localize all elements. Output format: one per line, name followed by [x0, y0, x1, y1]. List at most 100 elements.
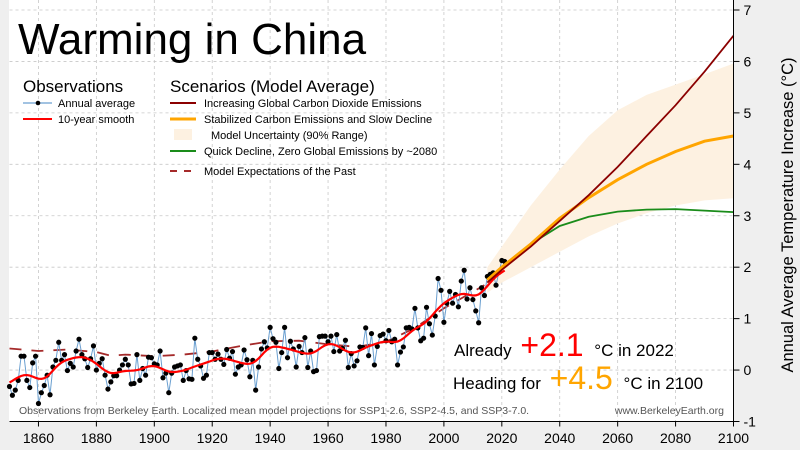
- heading-suffix: °C in 2100: [624, 374, 704, 393]
- y-axis-label: Annual Average Temperature Increase (°C): [779, 57, 797, 372]
- annual-point: [366, 353, 372, 359]
- increasing-line: [486, 35, 735, 284]
- footer-url[interactable]: www.BerkeleyEarth.org: [614, 405, 724, 417]
- annual-point: [247, 374, 253, 380]
- x-tick-label: 2000: [428, 430, 459, 446]
- annual-point: [464, 296, 470, 302]
- axes: 1860 1880 1900 1920 1940 1960 1980 2000 2020 2040…: [9, 0, 756, 446]
- annual-point: [105, 386, 111, 392]
- annual-point: [24, 377, 30, 383]
- annual-point: [421, 335, 427, 341]
- annual-point: [429, 332, 435, 338]
- annual-point: [447, 288, 453, 294]
- annual-point: [122, 356, 128, 362]
- annual-point: [241, 347, 247, 353]
- annual-point: [224, 346, 230, 353]
- annual-point: [493, 282, 499, 288]
- x-tick-label: 2080: [660, 430, 691, 446]
- chart-title: Warming in China: [18, 15, 367, 64]
- annual-point: [47, 392, 53, 398]
- annual-point: [394, 362, 401, 368]
- annual-point: [273, 339, 279, 345]
- already-value: +2.1: [520, 327, 583, 363]
- annual-point: [70, 364, 76, 370]
- legend-stabilized-label: Stabilized Carbon Emissions and Slow Dec…: [204, 114, 432, 126]
- legend-observations: Observations Annual average 10-year smoo…: [23, 77, 135, 126]
- annual-point: [180, 377, 186, 383]
- annual-point: [293, 364, 299, 370]
- annual-point: [345, 364, 351, 371]
- annotation-already: Already +2.1 °C in 2022: [454, 327, 674, 363]
- annual-point: [189, 376, 195, 382]
- heading-value: +4.5: [550, 360, 613, 396]
- annual-point: [455, 304, 461, 310]
- annual-point: [21, 353, 27, 359]
- annual-point: [392, 336, 398, 342]
- annual-point: [27, 384, 33, 391]
- annual-point: [331, 348, 337, 355]
- annual-point: [322, 333, 328, 339]
- legend-past-label: Model Expectations of the Past: [204, 166, 356, 178]
- y-tick-label: 0: [744, 362, 752, 378]
- annual-point: [276, 365, 282, 372]
- y-tick-label: 2: [744, 259, 752, 275]
- legend-observations-heading: Observations: [23, 77, 123, 96]
- annual-point: [12, 387, 18, 393]
- annual-point: [137, 377, 143, 383]
- annual-point: [449, 300, 456, 306]
- annual-point: [476, 320, 482, 326]
- annual-point: [64, 367, 71, 374]
- legend-smooth-label: 10-year smooth: [58, 114, 134, 126]
- annual-point: [125, 362, 131, 368]
- annual-point: [325, 339, 331, 345]
- annual-point: [41, 382, 47, 389]
- annual-point: [342, 337, 349, 343]
- x-tick-label: 2100: [718, 430, 749, 446]
- x-tick-label: 1920: [197, 430, 228, 446]
- annual-point: [284, 355, 291, 361]
- annual-point: [386, 327, 392, 334]
- annual-point: [441, 319, 447, 325]
- x-tick-label: 1860: [23, 430, 54, 446]
- series: [6, 35, 735, 407]
- annual-point: [400, 344, 406, 350]
- annual-point: [478, 285, 485, 291]
- annual-point: [255, 364, 262, 370]
- annual-point: [258, 346, 265, 352]
- smooth-line: [8, 269, 506, 384]
- annual-point: [270, 336, 276, 342]
- annual-point: [108, 379, 114, 385]
- annual-point: [38, 390, 44, 396]
- annual-point: [131, 380, 137, 387]
- annual-point: [229, 348, 236, 355]
- annual-point: [481, 292, 488, 299]
- legend-quick-label: Quick Decline, Zero Global Emissions by …: [204, 146, 437, 158]
- annual-point: [253, 387, 259, 393]
- already-prefix: Already: [454, 341, 512, 360]
- annual-point: [148, 355, 155, 361]
- annual-point: [279, 349, 285, 356]
- annotation-heading: Heading for +4.5 °C in 2100: [453, 360, 703, 396]
- legend-scenarios-heading: Scenarios (Model Average): [170, 77, 375, 96]
- annual-point: [73, 348, 79, 354]
- annual-point: [426, 321, 433, 327]
- annual-point: [114, 373, 120, 379]
- y-tick-label: 4: [744, 156, 752, 172]
- annual-point: [6, 383, 13, 390]
- already-suffix: °C in 2022: [594, 341, 674, 360]
- annual-point: [287, 338, 294, 344]
- annual-point: [412, 305, 418, 311]
- legend-annual-label: Annual average: [58, 98, 135, 110]
- annual-point: [160, 375, 166, 381]
- annual-point: [354, 358, 360, 364]
- annual-point: [35, 400, 42, 407]
- y-tick-label: 1: [744, 311, 752, 327]
- annual-point: [351, 363, 357, 369]
- annual-point: [313, 367, 320, 374]
- annual-point: [209, 349, 215, 356]
- annual-point: [374, 343, 380, 350]
- annual-point: [302, 335, 308, 341]
- annual-point: [56, 339, 62, 345]
- annual-point: [232, 371, 238, 377]
